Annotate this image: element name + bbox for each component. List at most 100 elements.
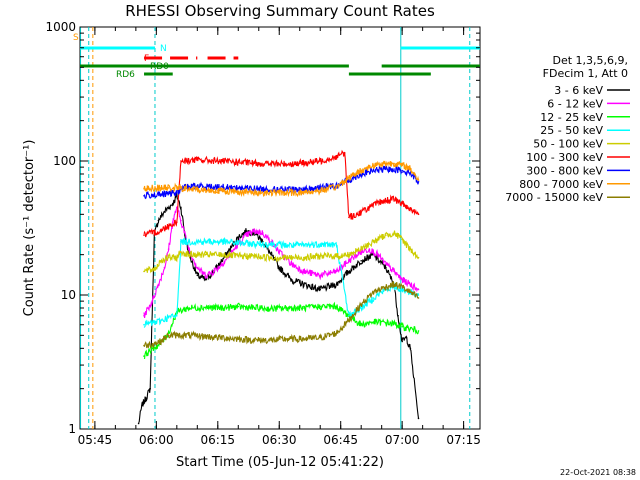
data-point [372,164,375,166]
x-tick-label: 05:45 [78,433,113,447]
y-tick-label: 100 [53,154,76,168]
data-point [319,288,322,291]
data-point [237,161,240,163]
data-point [217,186,219,188]
data-point [303,244,305,247]
data-point [237,305,240,308]
data-point [409,171,412,174]
data-point [163,210,166,213]
data-point [229,248,231,250]
legend-header-line: FDecim 1, Att 0 [543,67,628,80]
data-point [253,255,256,257]
data-point [151,343,153,345]
data-point [401,286,404,288]
x-tick-label: 06:00 [139,433,174,447]
data-point [417,294,420,296]
data-point [167,332,170,334]
series-line-2 [143,301,420,360]
data-point [348,216,350,219]
data-point [253,307,256,309]
series-line-3 [143,236,420,328]
status-label-rd6: RD6 [116,70,135,80]
data-point [167,334,170,337]
series-line-1 [143,206,419,318]
data-point [319,336,322,339]
legend-header-line: Det 1,3,5,6,9, [552,54,628,67]
data-point [335,255,338,257]
data-point [319,255,322,257]
data-point [409,347,412,350]
axes: 1 10 100 1000 05:45 06:00 06:15 06:30 06:45 07:00… [45,20,480,447]
data-point [417,213,420,216]
series-line-7 [143,160,420,198]
data-point [360,260,363,262]
data-point [237,236,240,238]
data-point [319,305,322,308]
legend-label: 300 - 800 keV [526,164,603,177]
data-point [344,152,346,154]
vertical-markers [80,27,471,429]
data-point [176,191,178,194]
data-point [204,274,207,277]
data-point [258,188,260,190]
data-point [376,253,379,256]
data-point [176,206,178,209]
data-point [401,325,404,328]
data-point [141,404,143,407]
data-point [417,330,420,332]
data-point [335,186,338,188]
data-point [393,270,395,273]
data-point [278,191,281,194]
data-point [262,232,264,234]
data-point [348,315,350,317]
data-point [196,189,199,191]
y-tick-label: 10 [61,288,76,302]
data-point [151,232,153,234]
data-point [176,315,178,317]
data-point [335,155,338,158]
data-point [143,234,145,236]
data-point [245,230,248,232]
data-point [409,327,412,330]
data-point [397,315,399,317]
data-point [380,200,383,203]
data-point [401,288,404,291]
data-point [188,248,190,250]
status-bar-f: F [144,54,239,64]
data-point [360,323,363,326]
x-tick-label: 07:15 [446,433,481,447]
data-point [348,319,350,321]
data-point [372,291,375,294]
data-point [159,260,162,262]
data-point [149,387,151,390]
series-line-8 [143,281,419,350]
data-point [221,260,223,262]
data-point [360,169,363,172]
data-point [335,244,338,247]
data-point [143,323,145,326]
data-point [221,240,223,243]
data-point [188,334,190,337]
data-point [253,339,256,342]
status-label-n: N [160,44,167,54]
data-point [335,332,338,334]
data-point [409,283,412,286]
data-point [143,344,145,347]
data-point [356,213,358,216]
data-point [393,162,395,165]
legend-label: 800 - 7000 keV [519,178,603,191]
data-point [348,270,350,273]
data-point [368,248,371,250]
x-tick-label: 06:15 [200,433,235,447]
data-point [204,278,207,281]
data-point [286,307,289,309]
legend-label: 3 - 6 keV [554,84,603,97]
data-point [303,338,305,340]
data-point [401,340,404,343]
data-point [159,320,162,322]
data-point [184,188,186,190]
data-point [286,338,289,340]
data-point [290,278,293,281]
data-point [204,240,207,243]
y-axis-label: Count Rate (s⁻¹ detector⁻¹) [22,140,37,317]
